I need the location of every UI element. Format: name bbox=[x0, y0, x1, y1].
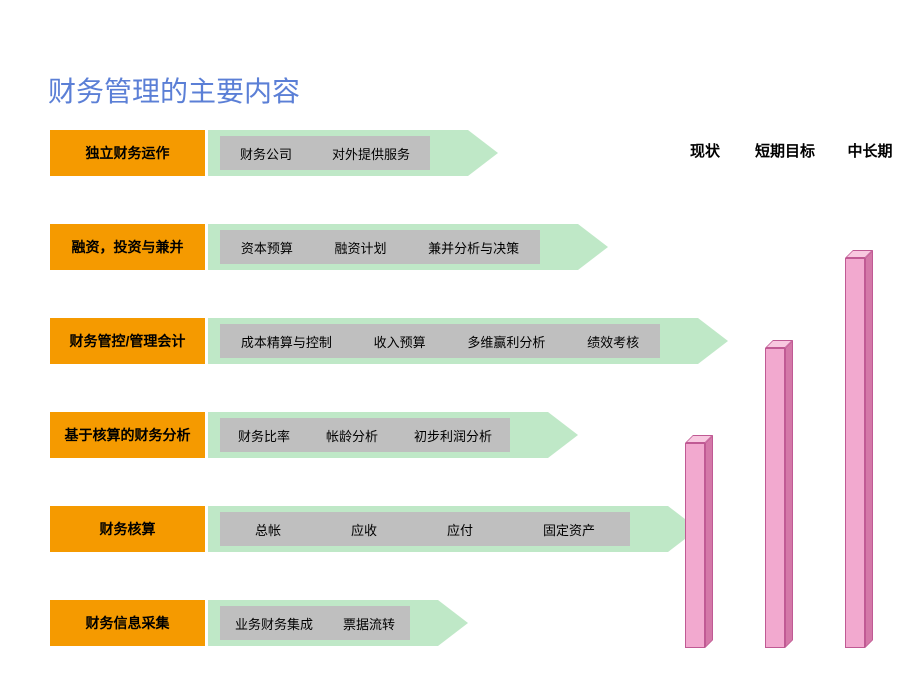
item-label: 财务比率 bbox=[238, 426, 290, 445]
item-label: 成本精算与控制 bbox=[241, 332, 332, 351]
category-box: 独立财务运作 bbox=[50, 130, 205, 176]
items-bar: 财务公司 对外提供服务 bbox=[220, 136, 430, 170]
category-box: 融资，投资与兼并 bbox=[50, 224, 205, 270]
item-label: 固定资产 bbox=[543, 520, 595, 539]
items-bar: 总帐 应收 应付 固定资产 bbox=[220, 512, 630, 546]
category-box: 财务管控/管理会计 bbox=[50, 318, 205, 364]
item-label: 应付 bbox=[447, 520, 473, 539]
content-row: 融资，投资与兼并 资本预算 融资计划 兼并分析与决策 bbox=[50, 224, 670, 270]
item-label: 资本预算 bbox=[241, 238, 293, 257]
content-row: 财务核算 总帐 应收 应付 固定资产 bbox=[50, 506, 670, 552]
slide-title: 财务管理的主要内容 bbox=[48, 70, 300, 110]
items-bar: 资本预算 融资计划 兼并分析与决策 bbox=[220, 230, 540, 264]
item-label: 初步利润分析 bbox=[414, 426, 492, 445]
items-bar: 财务比率 帐龄分析 初步利润分析 bbox=[220, 418, 510, 452]
category-box: 基于核算的财务分析 bbox=[50, 412, 205, 458]
chart-bar bbox=[765, 348, 785, 648]
item-label: 对外提供服务 bbox=[332, 144, 410, 163]
content-row: 基于核算的财务分析 财务比率 帐龄分析 初步利润分析 bbox=[50, 412, 670, 458]
content-row: 财务管控/管理会计 成本精算与控制 收入预算 多维赢利分析 绩效考核 bbox=[50, 318, 670, 364]
item-label: 绩效考核 bbox=[587, 332, 639, 351]
item-label: 收入预算 bbox=[374, 332, 426, 351]
item-label: 票据流转 bbox=[343, 614, 395, 633]
item-label: 多维赢利分析 bbox=[467, 332, 545, 351]
category-box: 财务核算 bbox=[50, 506, 205, 552]
content-row: 财务信息采集 业务财务集成 票据流转 bbox=[50, 600, 670, 646]
item-label: 帐龄分析 bbox=[326, 426, 378, 445]
chart-bar bbox=[845, 258, 865, 648]
bars-area bbox=[685, 0, 915, 648]
category-box: 财务信息采集 bbox=[50, 600, 205, 646]
content-row: 独立财务运作 财务公司 对外提供服务 bbox=[50, 130, 670, 176]
items-bar: 业务财务集成 票据流转 bbox=[220, 606, 410, 640]
item-label: 财务公司 bbox=[240, 144, 292, 163]
item-label: 融资计划 bbox=[334, 238, 386, 257]
rows-area: 独立财务运作财务公司对外提供服务融资，投资与兼并资本预算融资计划兼并分析与决策财… bbox=[50, 130, 670, 694]
item-label: 应收 bbox=[351, 520, 377, 539]
item-label: 总帐 bbox=[255, 520, 281, 539]
chart-bar bbox=[685, 443, 705, 648]
item-label: 兼并分析与决策 bbox=[428, 238, 519, 257]
items-bar: 成本精算与控制 收入预算 多维赢利分析 绩效考核 bbox=[220, 324, 660, 358]
item-label: 业务财务集成 bbox=[235, 614, 313, 633]
